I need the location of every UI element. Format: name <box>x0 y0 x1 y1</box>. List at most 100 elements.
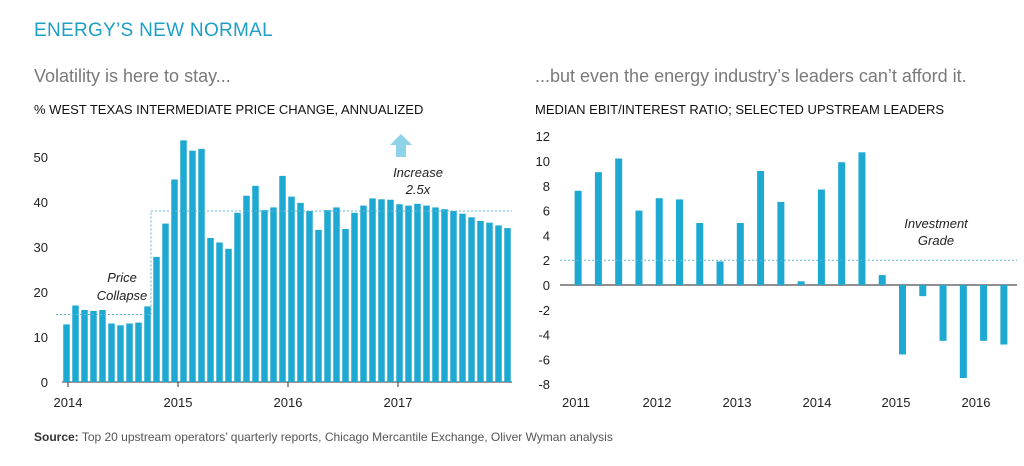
bar <box>99 310 106 382</box>
bar <box>615 158 623 285</box>
right-chart-title: MEDIAN EBIT/INTEREST RATIO; SELECTED UPS… <box>535 102 945 117</box>
bar <box>162 223 169 382</box>
bar <box>441 209 448 382</box>
bar <box>342 229 349 382</box>
y-tick-label: 0 <box>41 375 48 390</box>
left-chart-title: % WEST TEXAS INTERMEDIATE PRICE CHANGE, … <box>34 102 424 117</box>
source-text: Top 20 upstream operators’ quarterly rep… <box>81 430 613 444</box>
page-title: ENERGY’S NEW NORMAL <box>34 20 274 41</box>
bar <box>243 195 250 382</box>
y-tick-label: 50 <box>34 150 48 165</box>
x-tick-label: 2014 <box>54 395 83 410</box>
bar <box>432 207 439 382</box>
bar <box>655 198 663 285</box>
bar <box>696 223 704 285</box>
y-tick-label: 40 <box>34 195 48 210</box>
bar <box>144 306 151 382</box>
bar <box>939 285 947 341</box>
bar <box>261 210 268 382</box>
bar <box>878 275 886 285</box>
bar <box>504 228 511 382</box>
y-tick-label: 10 <box>34 330 48 345</box>
bar <box>450 211 457 382</box>
bar <box>797 281 805 285</box>
bar <box>126 323 133 382</box>
y-tick-label: 10 <box>536 154 550 169</box>
right-subtitle: ...but even the energy industry’s leader… <box>535 66 967 86</box>
bar <box>153 256 160 382</box>
ebit-interest-ratio-chart: 12 10 8 6 4 2 0 -2 -4 -6 -8 Investment Grade 2011 2012… <box>536 129 1017 410</box>
bar <box>135 322 142 382</box>
y-tick-label: 8 <box>543 179 550 194</box>
bar <box>736 223 744 285</box>
price-collapse-label: Collapse <box>97 288 148 303</box>
y-tick-label: 4 <box>543 228 550 243</box>
price-collapse-label: Price <box>107 270 137 285</box>
bar <box>207 238 214 382</box>
x-tick-label: 2016 <box>962 395 991 410</box>
bar <box>81 310 88 382</box>
bar <box>360 205 367 382</box>
bar <box>198 148 205 382</box>
bar <box>574 190 582 285</box>
bar <box>676 199 683 285</box>
bar <box>270 207 277 382</box>
bar <box>387 199 394 382</box>
bar <box>980 285 988 341</box>
bar <box>324 210 331 382</box>
investment-grade-label: Investment <box>904 216 969 231</box>
bar <box>306 211 313 382</box>
bar <box>459 213 466 382</box>
bar <box>279 175 286 382</box>
bar <box>108 323 115 382</box>
bar <box>423 205 430 382</box>
bar <box>468 217 475 382</box>
increase-label: Increase <box>393 165 443 180</box>
bar <box>757 170 765 285</box>
bar <box>234 212 241 382</box>
bar <box>817 189 825 285</box>
bar <box>252 185 259 382</box>
bar <box>919 285 927 297</box>
investment-grade-label: Grade <box>918 233 954 248</box>
bar <box>414 203 421 382</box>
bar <box>90 310 97 382</box>
bar <box>63 324 70 382</box>
x-tick-label: 2015 <box>882 395 911 410</box>
bar <box>486 222 493 382</box>
y-tick-label: 6 <box>543 204 550 219</box>
x-tick-label: 2017 <box>384 395 413 410</box>
x-tick-label: 2013 <box>723 395 752 410</box>
bar <box>189 150 196 382</box>
bar <box>838 162 846 285</box>
wti-price-change-chart: 0 10 20 30 40 50 Price Collapse Increase 2.5x 2014… <box>34 134 512 410</box>
bar <box>899 285 906 355</box>
source-label: Source: <box>34 430 79 444</box>
bar <box>315 229 322 382</box>
x-tick-label: 2014 <box>803 395 832 410</box>
y-tick-label: -4 <box>538 328 550 343</box>
bar <box>117 325 124 382</box>
bar <box>216 242 223 382</box>
x-tick-label: 2012 <box>643 395 672 410</box>
bar <box>858 152 866 285</box>
bar <box>369 198 376 382</box>
bar <box>180 140 187 382</box>
bar <box>351 212 358 382</box>
y-tick-label: 2 <box>543 253 550 268</box>
bar <box>333 207 340 382</box>
bar <box>594 172 602 285</box>
x-tick-label: 2015 <box>164 395 193 410</box>
left-subtitle: Volatility is here to stay... <box>34 66 231 86</box>
bar <box>477 220 484 382</box>
bar <box>225 248 232 382</box>
bar <box>1000 285 1008 345</box>
bar <box>716 261 724 285</box>
y-tick-label: 30 <box>34 240 48 255</box>
bar <box>378 199 385 382</box>
bar <box>495 225 502 382</box>
source-note: Source: Top 20 upstream operators’ quart… <box>34 430 613 444</box>
y-tick-label: 0 <box>543 278 550 293</box>
y-tick-label: -8 <box>538 377 550 392</box>
bar <box>297 202 304 382</box>
